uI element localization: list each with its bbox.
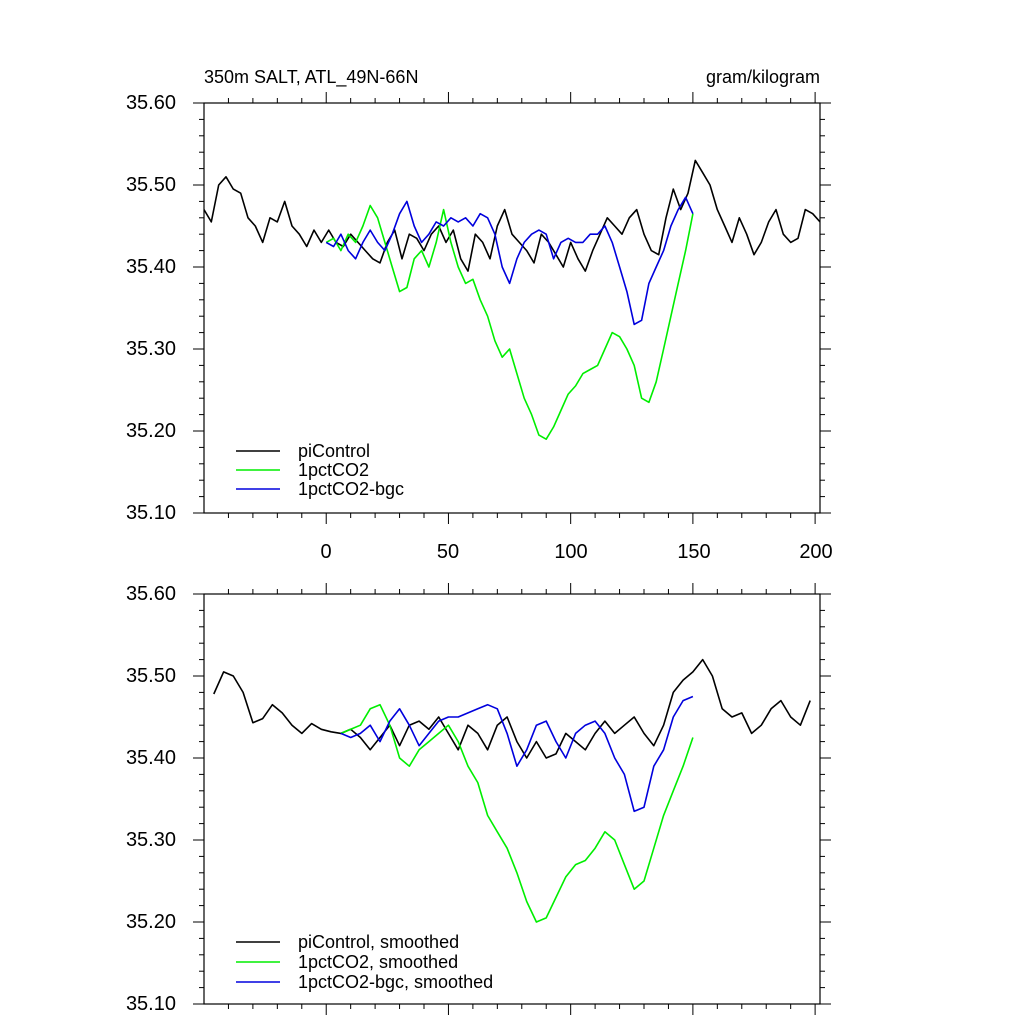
top-legend-label-1: 1pctCO2	[298, 460, 369, 480]
bottom-series-line-0	[213, 658, 811, 759]
top-y-tick-label-5: 35.60	[126, 92, 176, 114]
bottom-legend: piControl, smoothed 1pctCO2, smoothed 1p…	[236, 932, 493, 992]
bottom-panel: 35.10 35.20 35.30 35.40 35.50 35.60 piCo…	[126, 583, 831, 1015]
top-x-tick-label-100: 100	[554, 541, 587, 563]
bottom-y-tick-label-5: 35.60	[126, 583, 176, 605]
bottom-minor-ticks	[199, 589, 825, 1009]
top-major-ticks	[193, 92, 831, 524]
bottom-plot-frame	[203, 593, 821, 1005]
top-y-tick-label-4: 35.50	[126, 174, 176, 196]
bottom-y-tick-label-1: 35.20	[126, 911, 176, 933]
bottom-y-tick-label-4: 35.50	[126, 665, 176, 687]
top-series-line-2	[325, 196, 694, 326]
top-x-tick-label-150: 150	[677, 541, 710, 563]
top-x-tick-label-50: 50	[437, 541, 459, 563]
bottom-series-line-1	[340, 703, 694, 923]
top-series-line-1	[325, 204, 694, 440]
bottom-y-tick-label-0: 35.10	[126, 993, 176, 1015]
chart-title-left: 350m SALT, ATL_49N-66N	[204, 67, 418, 88]
top-legend: piControl 1pctCO2 1pctCO2-bgc	[236, 441, 404, 499]
top-y-tick-label-3: 35.40	[126, 256, 176, 278]
bottom-series-lines	[213, 658, 811, 923]
top-x-axis-labels: 0 50 100 150 200	[320, 541, 832, 563]
chart-title-units: gram/kilogram	[706, 67, 820, 87]
bottom-legend-label-1: 1pctCO2, smoothed	[298, 952, 458, 972]
top-y-axis-labels: 35.10 35.20 35.30 35.40 35.50 35.60	[126, 92, 176, 524]
top-y-tick-label-2: 35.30	[126, 338, 176, 360]
top-plot-frame	[203, 102, 821, 514]
top-legend-label-2: 1pctCO2-bgc	[298, 479, 404, 499]
top-minor-ticks	[199, 98, 825, 518]
top-panel: 350m SALT, ATL_49N-66N gram/kilogram 35.…	[126, 67, 833, 563]
bottom-y-tick-label-2: 35.30	[126, 829, 176, 851]
top-y-tick-label-1: 35.20	[126, 420, 176, 442]
bottom-legend-label-2: 1pctCO2-bgc, smoothed	[298, 972, 493, 992]
top-series-lines	[203, 159, 821, 440]
top-x-tick-label-200: 200	[799, 541, 832, 563]
bottom-major-ticks	[193, 583, 831, 1015]
bottom-y-axis-labels: 35.10 35.20 35.30 35.40 35.50 35.60	[126, 583, 176, 1015]
top-legend-label-0: piControl	[298, 441, 370, 461]
top-series-line-0	[203, 159, 821, 272]
bottom-y-tick-label-3: 35.40	[126, 747, 176, 769]
bottom-series-line-2	[340, 695, 694, 813]
top-x-tick-label-0: 0	[320, 541, 331, 563]
bottom-legend-label-0: piControl, smoothed	[298, 932, 459, 952]
top-y-tick-label-0: 35.10	[126, 502, 176, 524]
